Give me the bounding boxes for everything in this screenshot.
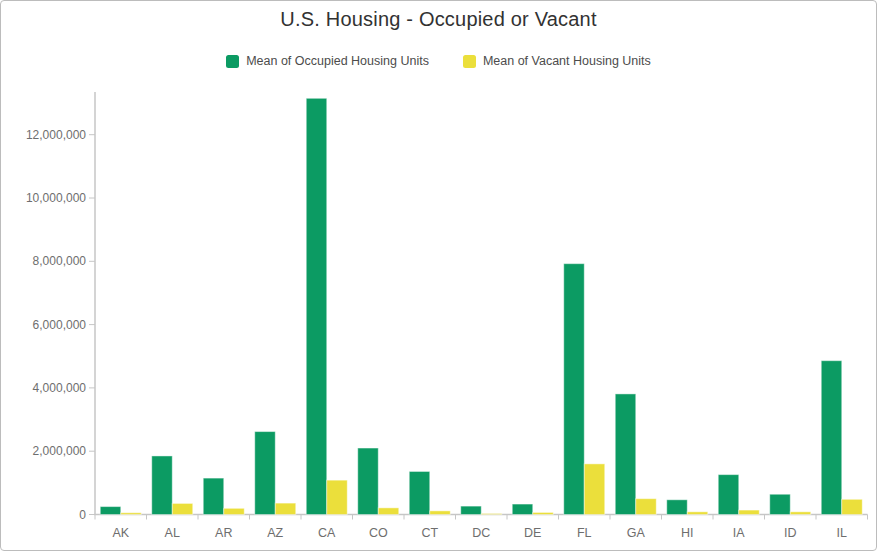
bar-AZ-vacant[interactable] bbox=[275, 503, 296, 514]
y-tick-label: 0 bbox=[79, 508, 86, 522]
y-tick-label: 10,000,000 bbox=[26, 191, 86, 205]
x-tick-label-FL: FL bbox=[577, 526, 592, 540]
bar-FL-vacant[interactable] bbox=[584, 464, 605, 515]
bar-GA-vacant[interactable] bbox=[636, 499, 657, 515]
bar-DC-occupied[interactable] bbox=[461, 506, 482, 514]
bar-FL-occupied[interactable] bbox=[564, 264, 585, 515]
y-tick-label: 8,000,000 bbox=[33, 254, 87, 268]
x-tick-label-ID: ID bbox=[784, 526, 797, 540]
bar-DC-vacant[interactable] bbox=[481, 514, 502, 515]
y-tick-label: 6,000,000 bbox=[33, 318, 87, 332]
x-tick-label-HI: HI bbox=[681, 526, 694, 540]
bar-IA-vacant[interactable] bbox=[739, 510, 760, 514]
x-tick-label-AL: AL bbox=[165, 526, 180, 540]
bar-IL-vacant[interactable] bbox=[842, 499, 863, 514]
x-tick-label-DC: DC bbox=[472, 526, 490, 540]
bar-AR-vacant[interactable] bbox=[224, 508, 245, 514]
x-tick-label-IA: IA bbox=[733, 526, 745, 540]
bar-DE-vacant[interactable] bbox=[533, 512, 554, 514]
bar-IA-occupied[interactable] bbox=[718, 475, 739, 515]
x-tick-label-GA: GA bbox=[627, 526, 646, 540]
y-tick-label: 2,000,000 bbox=[33, 444, 87, 458]
bar-AK-occupied[interactable] bbox=[100, 507, 121, 515]
x-tick-label-AR: AR bbox=[215, 526, 232, 540]
bar-HI-occupied[interactable] bbox=[667, 500, 688, 515]
x-tick-label-DE: DE bbox=[524, 526, 541, 540]
y-tick-label: 4,000,000 bbox=[33, 381, 87, 395]
bar-GA-occupied[interactable] bbox=[615, 394, 636, 515]
bar-CO-vacant[interactable] bbox=[378, 508, 399, 515]
bar-CA-vacant[interactable] bbox=[327, 480, 348, 514]
bar-ID-occupied[interactable] bbox=[770, 494, 791, 514]
bar-ID-vacant[interactable] bbox=[790, 512, 811, 515]
housing-chart-card: U.S. Housing - Occupied or Vacant Mean o… bbox=[0, 0, 877, 551]
bar-AL-vacant[interactable] bbox=[172, 503, 193, 514]
bar-CT-vacant[interactable] bbox=[430, 511, 451, 515]
bar-AK-vacant[interactable] bbox=[121, 513, 142, 515]
x-tick-label-IL: IL bbox=[837, 526, 847, 540]
bar-chart-plot: 0 2,000,000 4,000,000 6,000,000 8,000,000 10,… bbox=[1, 1, 876, 550]
x-tick-label-AK: AK bbox=[112, 526, 129, 540]
x-tick-label-CA: CA bbox=[318, 526, 336, 540]
bar-DE-occupied[interactable] bbox=[512, 504, 533, 514]
x-tick-label-AZ: AZ bbox=[267, 526, 283, 540]
bar-AZ-occupied[interactable] bbox=[255, 432, 276, 515]
bar-AR-occupied[interactable] bbox=[203, 478, 224, 514]
bar-CA-occupied[interactable] bbox=[306, 98, 327, 514]
bar-IL-occupied[interactable] bbox=[821, 361, 842, 515]
x-tick-label-CO: CO bbox=[369, 526, 388, 540]
bar-CO-occupied[interactable] bbox=[358, 448, 379, 514]
y-tick-label: 12,000,000 bbox=[26, 128, 86, 142]
bar-CT-occupied[interactable] bbox=[409, 471, 430, 514]
x-tick-label-CT: CT bbox=[421, 526, 438, 540]
bar-AL-occupied[interactable] bbox=[152, 456, 173, 515]
bar-HI-vacant[interactable] bbox=[687, 512, 708, 515]
